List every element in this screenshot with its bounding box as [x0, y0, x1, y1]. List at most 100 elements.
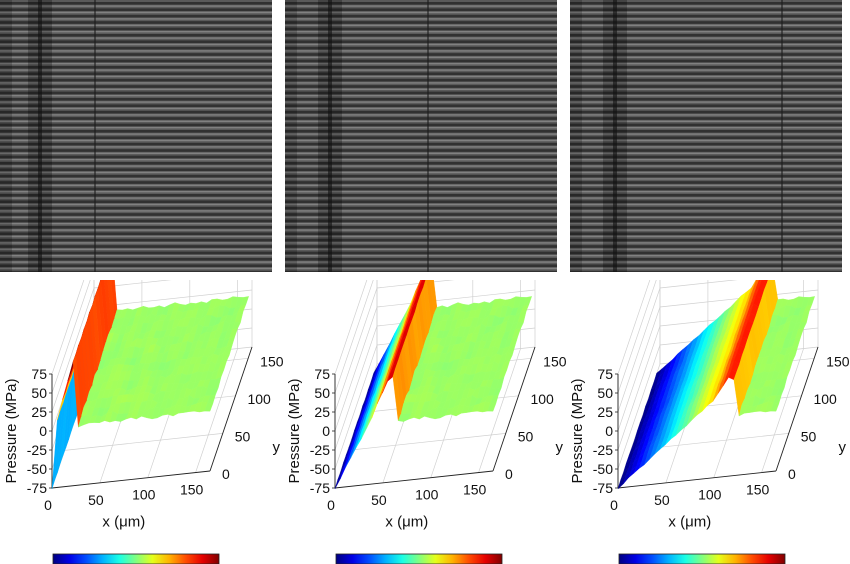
x-tick-label: 150 [180, 482, 204, 498]
fringe-dark-line [570, 85, 842, 88]
y-axis-line [492, 346, 536, 472]
x-tick-label: 100 [132, 487, 156, 503]
y-gridline [64, 433, 223, 451]
pressure-surface-plot-1: 75 50 25 0 -25 -50 -75 0 50 100 150 0 50 100 150 x (μm)… [0, 280, 285, 564]
surface-patch [334, 469, 344, 489]
fringe-dark-line [285, 219, 557, 223]
fringe-light-line [285, 88, 557, 90]
fringe-dark-line [0, 98, 272, 101]
fringe-dark-line [570, 200, 842, 203]
z-tick-label: 50 [31, 385, 47, 401]
fringe-dark-line [570, 21, 842, 24]
z-tick-label: -75 [310, 480, 330, 496]
fringe-dark-line [570, 258, 842, 261]
fringe-dark-line [0, 232, 272, 235]
fringe-dark-line [285, 168, 557, 171]
z-tick-label: -50 [27, 461, 47, 477]
fringe-dark-line [570, 2, 842, 5]
fringe-light-line [0, 267, 272, 270]
fringe-light-line [570, 216, 842, 218]
colorbar [618, 553, 786, 564]
fringe-dark-line [0, 181, 272, 184]
fringe-light-line [0, 261, 272, 263]
fringe-dark-line [570, 264, 842, 267]
fringe-dark-line [0, 136, 272, 139]
fringe-light-line [570, 50, 842, 52]
fringe-dark-line [285, 21, 557, 24]
fringe-light-line [0, 152, 272, 154]
z-tick-label: 75 [314, 366, 330, 382]
x-tick-label: 150 [746, 482, 770, 498]
z-tick-label: -75 [27, 480, 47, 496]
fringe-dark-line [0, 174, 272, 178]
pressure-surface [51, 280, 250, 489]
x-gridline [478, 280, 521, 473]
x-axis-line [51, 470, 211, 489]
fringe-light-line [0, 37, 272, 39]
fringe-dark-line [0, 130, 272, 133]
shock-front-line [613, 0, 617, 272]
y-tick-label: 50 [518, 428, 534, 444]
colorbar [52, 553, 220, 564]
fringe-light-line [570, 242, 842, 244]
fringe-dark-line [570, 168, 842, 171]
fringe-dark-line [570, 98, 842, 101]
x-axis-label: x (μm) [668, 513, 711, 530]
fringe-light-line [0, 255, 272, 257]
fringe-dark-line [0, 162, 272, 165]
fringe-dark-line [0, 53, 272, 56]
fringe-light-line [0, 75, 272, 78]
fringe-light-line [0, 24, 272, 26]
x-tick-label: 100 [698, 487, 722, 503]
fringe-light-line [285, 159, 557, 161]
fringe-light-line [0, 159, 272, 161]
y-tick-label: 50 [235, 428, 251, 444]
fringe-dark-line [285, 8, 557, 11]
fringe-dark-line [285, 117, 557, 120]
fringe-dark-line [0, 245, 272, 248]
fringe-dark-line [0, 123, 272, 127]
fringe-light-line [285, 50, 557, 52]
fringe-dark-line [570, 155, 842, 159]
fringe-dark-line [570, 232, 842, 235]
shock-front-line [38, 0, 42, 272]
fringe-light-line [0, 31, 272, 33]
fringe-dark-line [285, 258, 557, 261]
fringe-light-line [570, 43, 842, 46]
fringe-dark-line [0, 219, 272, 223]
fringe-light-line [285, 261, 557, 263]
fringe-light-line [0, 69, 272, 71]
fringe-dark-line [285, 213, 557, 216]
z-axis-label: Pressure (MPa) [286, 378, 303, 483]
fringe-light-line [570, 235, 842, 238]
fringe-dark-line [570, 187, 842, 191]
fringe-dark-line [570, 194, 842, 197]
fringe-light-line [570, 127, 842, 129]
fringe-dark-line [285, 130, 557, 133]
fringe-dark-line [570, 130, 842, 133]
fringe-light-line [570, 69, 842, 71]
fringe-dark-line [0, 59, 272, 63]
fringe-image-1 [0, 0, 272, 272]
z-tick-label: -25 [593, 442, 613, 458]
z-tick-label: 75 [597, 366, 613, 382]
fringe-light-line [285, 82, 557, 84]
fringe-light-line [0, 229, 272, 231]
fringe-light-line [285, 171, 557, 174]
x-tick-label: 100 [415, 487, 439, 503]
fringe-light-line [285, 69, 557, 71]
z-tick-label: -25 [310, 442, 330, 458]
fringe-dark-line [570, 245, 842, 248]
fringe-light-line [0, 133, 272, 135]
fringe-dark-line [0, 149, 272, 152]
fringe-light-line [285, 267, 557, 270]
fringe-light-line [570, 31, 842, 33]
fringe-light-line [0, 248, 272, 250]
fringe-dark-line [570, 40, 842, 43]
fringe-dark-line [285, 2, 557, 5]
fringe-light-line [0, 63, 272, 65]
fringe-light-line [570, 146, 842, 148]
z-tick-label: 0 [605, 423, 613, 439]
